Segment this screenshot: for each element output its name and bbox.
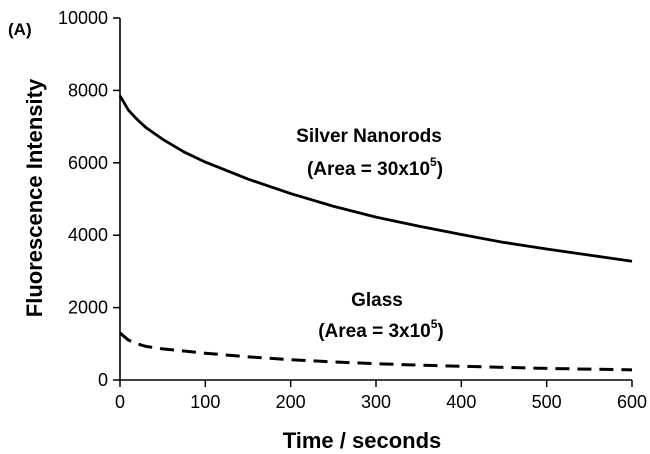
series-line-0 — [118, 95, 633, 263]
annotation-silver-suffix: ) — [437, 159, 443, 180]
panel-label: (A) — [8, 20, 32, 39]
y-tick-label: 0 — [98, 370, 108, 390]
y-axis-title: Fluorescence Intensity — [22, 78, 47, 317]
x-tick-label: 0 — [115, 392, 125, 412]
ticks: 0 100 200 300 400 500 600020004000600080001000… — [58, 8, 647, 412]
x-tick-label: 200 — [276, 392, 306, 412]
x-tick-label: 500 — [532, 392, 562, 412]
annotation-silver-line1: Silver Nanorods — [296, 126, 442, 147]
annotation-glass-suffix: ) — [437, 321, 443, 342]
y-tick-label: 6000 — [68, 153, 108, 173]
x-tick-label: 300 — [361, 392, 391, 412]
x-tick-label: 400 — [446, 392, 476, 412]
annotation-silver-sup: 5 — [430, 155, 437, 169]
y-tick-label: 10000 — [58, 8, 108, 28]
annotation-glass-line1: Glass — [351, 290, 403, 311]
annotation-silver-prefix: (Area = 30x10 — [307, 159, 430, 180]
x-tick-label: 600 — [617, 392, 647, 412]
series — [118, 95, 633, 372]
annotation-glass-sup: 5 — [431, 317, 438, 331]
y-tick-label: 4000 — [68, 225, 108, 245]
annotation-glass-prefix: (Area = 3x10 — [318, 321, 431, 342]
series-line-1 — [119, 331, 633, 372]
x-tick-label: 100 — [190, 392, 220, 412]
annotation-silver-line2: (Area = 30x105) — [307, 155, 443, 180]
x-axis-title: Time / seconds — [283, 428, 442, 453]
y-tick-label: 8000 — [68, 80, 108, 100]
y-tick-label: 2000 — [68, 298, 108, 318]
annotation-glass-line2: (Area = 3x105) — [318, 317, 444, 342]
